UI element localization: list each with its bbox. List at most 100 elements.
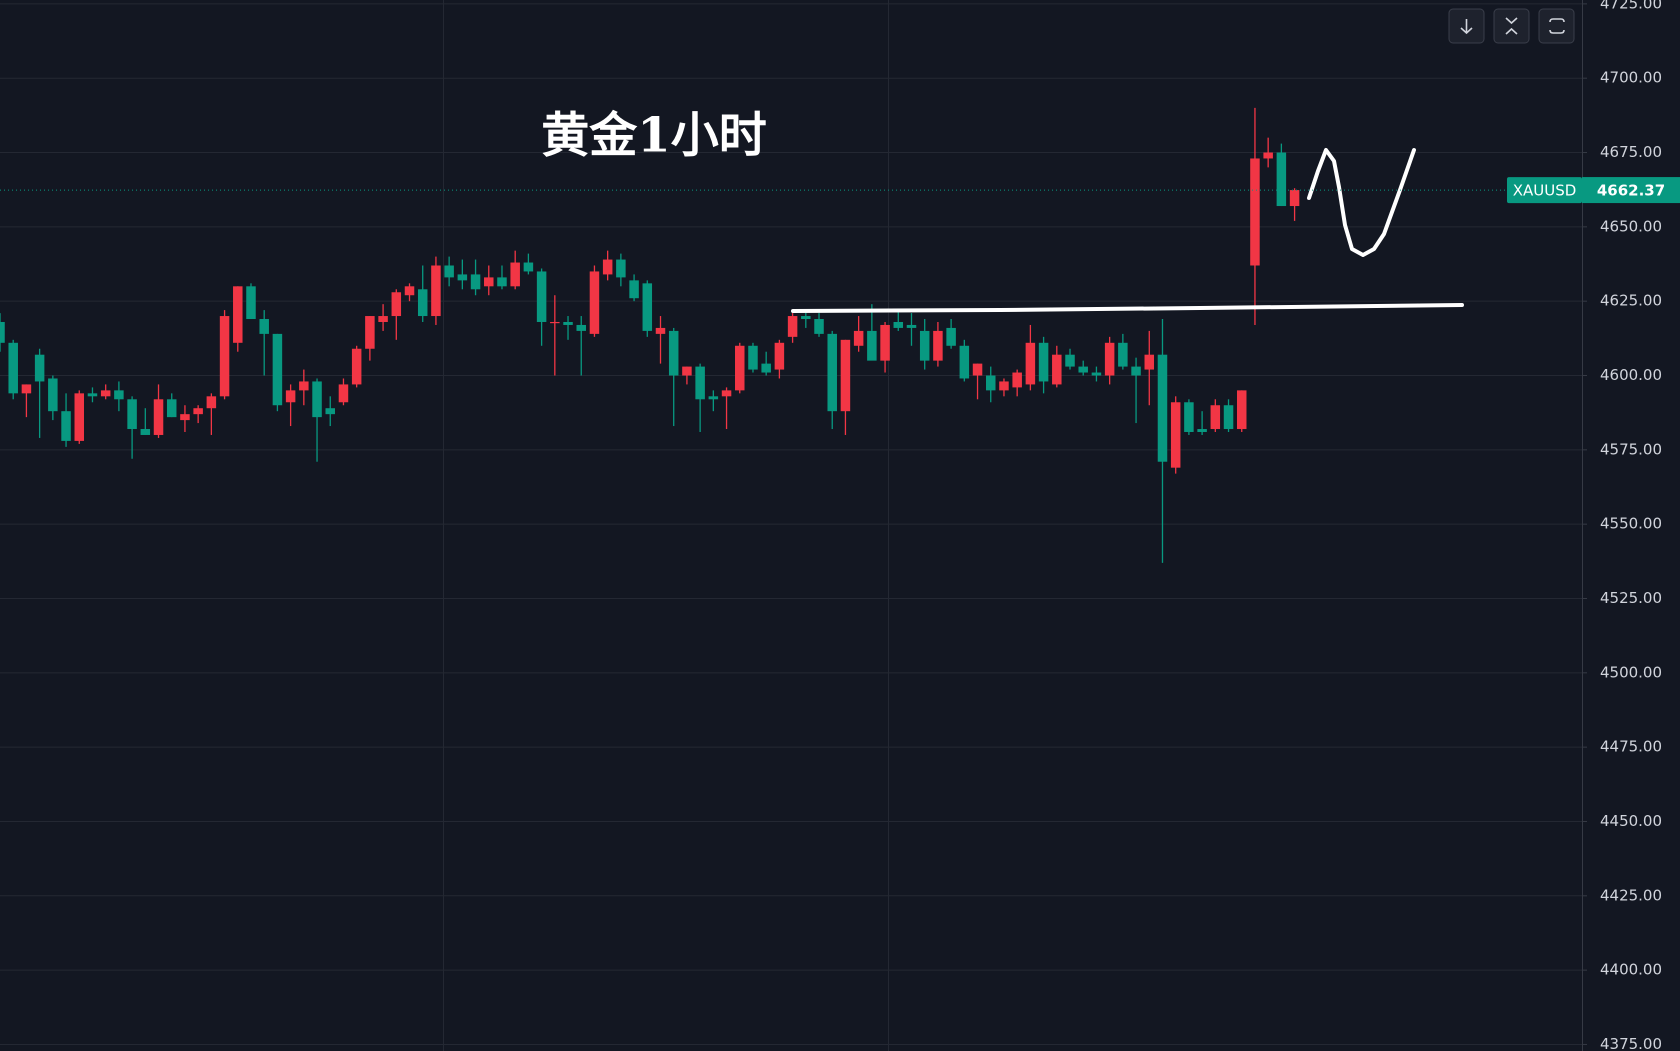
candle-body — [999, 381, 1009, 391]
candle-body — [114, 390, 124, 400]
candle-body — [827, 333, 837, 412]
candles — [0, 107, 1300, 563]
price-axis-labels: 4375.00 4400.00 4425.00 4450.00 4475.00 4500.… — [1582, 0, 1662, 1051]
candle-body — [0, 321, 5, 343]
candle-body — [100, 390, 111, 397]
symbol-tag — [1507, 177, 1582, 204]
candle-body — [919, 330, 930, 361]
candle-body — [193, 408, 203, 415]
candle-body — [550, 321, 560, 324]
candle-body — [219, 316, 230, 397]
candle-body — [259, 319, 269, 334]
candle-body — [867, 330, 877, 361]
y-tick-label: 4550.00 — [1600, 515, 1662, 533]
scroll-button[interactable] — [1448, 8, 1485, 44]
candle-body — [655, 327, 666, 334]
candle-body — [523, 262, 534, 272]
last-price-tag — [1582, 177, 1680, 204]
candle-body — [246, 286, 256, 320]
candle-body — [444, 265, 454, 278]
candle-body — [801, 316, 811, 320]
candle-body — [140, 429, 151, 435]
candle-body — [853, 330, 864, 346]
candle-body — [1052, 354, 1062, 385]
candle-body — [497, 277, 507, 287]
candle-body — [814, 319, 824, 334]
candle-body — [563, 321, 573, 325]
y-tick-label: 4525.00 — [1600, 589, 1662, 607]
candle-body — [1157, 354, 1168, 462]
candle-body — [61, 411, 71, 441]
candle-body — [787, 316, 798, 337]
y-tick-label: 4475.00 — [1600, 738, 1662, 756]
candle-body — [721, 390, 732, 397]
candle-body — [127, 399, 137, 430]
candle-body — [682, 366, 692, 376]
candle-body — [576, 324, 586, 331]
price-axis — [1582, 0, 1680, 1051]
candle-body — [906, 324, 917, 328]
candle-body — [1065, 354, 1075, 367]
candle-body — [1184, 402, 1194, 432]
candle-body — [1025, 342, 1036, 385]
last-price: XAUUSD 4662.37 — [0, 177, 1680, 204]
candle-body — [536, 271, 547, 322]
candle-body — [351, 348, 362, 385]
candle-body — [417, 289, 428, 317]
candle-body — [457, 274, 468, 281]
candle-body — [1170, 402, 1181, 468]
candle-body — [880, 324, 890, 361]
drawn-projection — [1307, 148, 1416, 257]
candle-body — [959, 345, 970, 379]
candle-body — [668, 330, 679, 376]
candle-body — [21, 384, 32, 394]
drawn-level-line — [791, 303, 1464, 313]
candle-body — [153, 399, 164, 435]
candle-body — [986, 375, 996, 391]
candle-body — [1289, 190, 1300, 207]
candle-body — [365, 316, 375, 349]
candle-body — [1263, 152, 1273, 159]
candle-body — [484, 277, 494, 287]
reset-button[interactable] — [1538, 8, 1575, 44]
candle-body — [391, 292, 402, 317]
candle-body — [1078, 366, 1088, 373]
chart-title: 黄金1小时 — [541, 108, 766, 164]
candle-body — [1197, 429, 1207, 432]
candle-body — [972, 363, 983, 376]
y-tick-label: 4400.00 — [1600, 961, 1662, 979]
candle-body — [48, 378, 58, 412]
candle-body — [1236, 390, 1247, 430]
candle-body — [431, 265, 441, 317]
candle-body — [1012, 372, 1022, 388]
candle-body — [325, 408, 335, 415]
candle-body — [1223, 405, 1234, 430]
candle-body — [695, 366, 705, 400]
y-tick-label: 4575.00 — [1600, 440, 1662, 458]
candle-body — [180, 414, 190, 421]
collapse-button[interactable] — [1493, 8, 1530, 44]
candle-body — [629, 280, 639, 299]
candle-body — [708, 396, 719, 400]
candle-body — [299, 381, 309, 391]
candle-body — [642, 283, 653, 331]
candle-body — [1091, 372, 1102, 376]
candle-body — [87, 393, 98, 397]
symbol-label: XAUUSD — [1513, 182, 1577, 200]
candle-body — [233, 286, 243, 343]
y-tick-label: 4625.00 — [1600, 292, 1662, 310]
candle-body — [748, 345, 758, 370]
candle-body — [1118, 342, 1128, 367]
candle-body — [74, 393, 85, 441]
candle-body — [166, 399, 177, 418]
candle-body — [378, 316, 388, 322]
candle-body — [840, 339, 851, 412]
y-tick-label: 4675.00 — [1600, 143, 1662, 161]
y-tick-label: 4725.00 — [1600, 0, 1662, 12]
candle-body — [206, 396, 217, 409]
candle-body — [272, 333, 283, 406]
candle-body — [1210, 405, 1221, 430]
candle-body — [510, 262, 520, 287]
